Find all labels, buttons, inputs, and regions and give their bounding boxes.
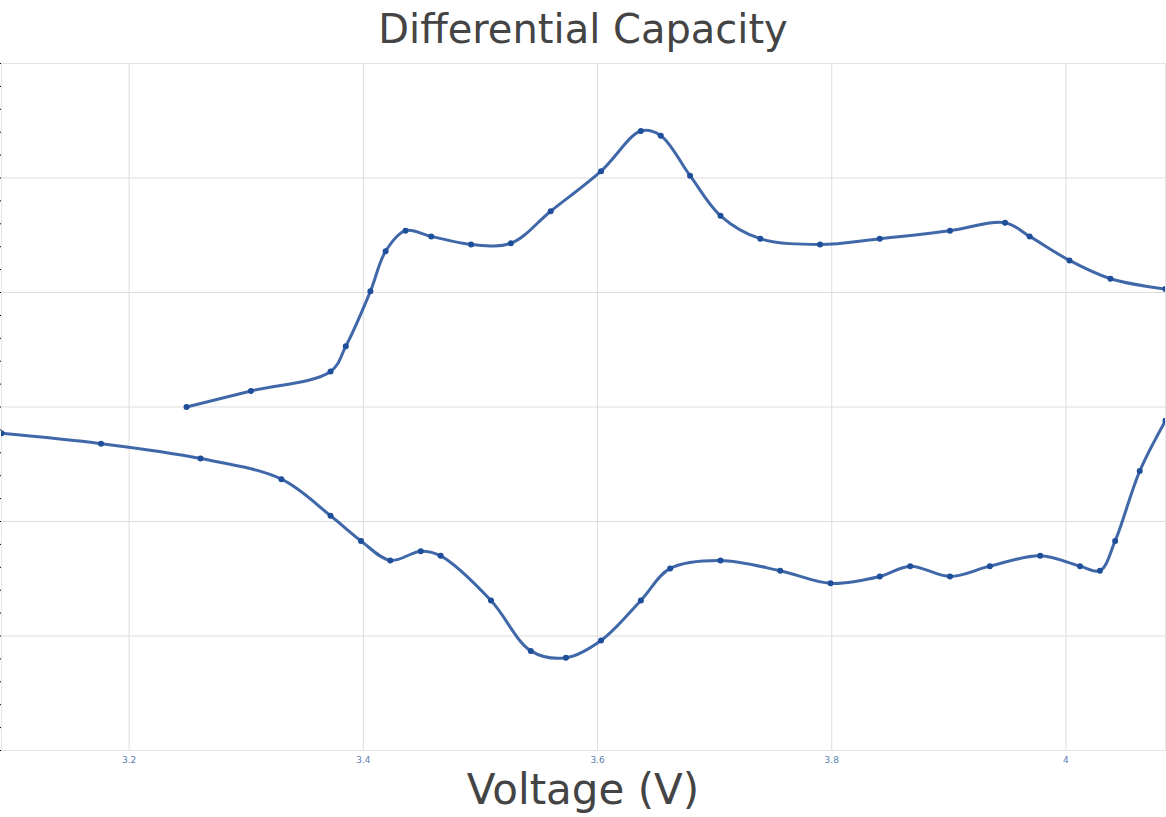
svg-text:3.6: 3.6: [590, 755, 605, 765]
svg-text:3.2: 3.2: [122, 755, 136, 765]
svg-text:3.4: 3.4: [356, 755, 371, 765]
svg-text:3.8: 3.8: [825, 755, 840, 765]
html-text:Differential Capacity: Differential Capacity: [378, 6, 788, 52]
svg-text:4: 4: [1063, 755, 1069, 765]
html-text:Voltage (V): Voltage (V): [466, 765, 700, 814]
